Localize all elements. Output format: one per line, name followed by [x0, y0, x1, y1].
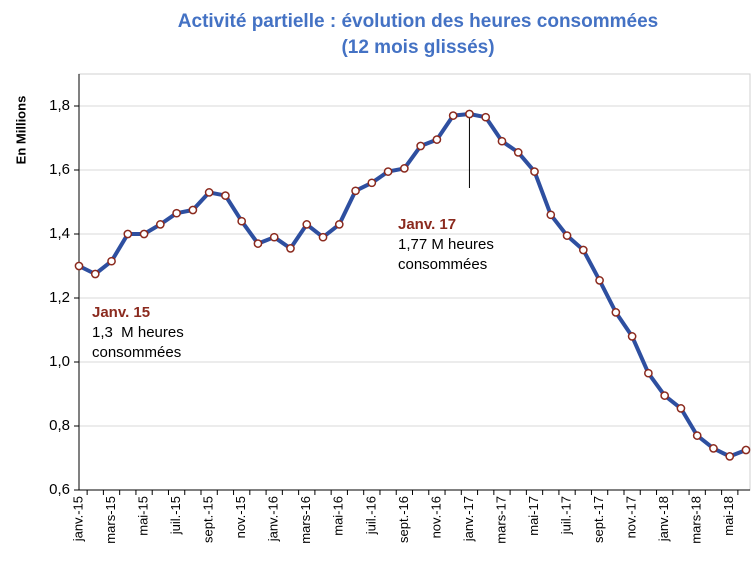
y-tick-label: 0,8 [49, 417, 70, 434]
marker [90, 269, 100, 279]
x-tick-label: janv.-17 [461, 496, 476, 542]
marker [432, 135, 442, 144]
marker [253, 239, 263, 248]
marker [725, 452, 735, 461]
marker [302, 220, 312, 229]
marker [383, 167, 393, 176]
marker [530, 167, 539, 176]
marker [155, 220, 165, 229]
x-tick-label: nov.-15 [233, 496, 248, 538]
x-tick-label: mai-16 [331, 496, 346, 536]
marker [562, 231, 572, 240]
y-tick-label: 1,0 [49, 353, 70, 370]
x-tick-label: juil.-17 [558, 496, 573, 535]
annotation-title: Janv. 17 [398, 216, 456, 233]
marker [481, 112, 491, 122]
marker [367, 178, 377, 188]
plot-frame [78, 73, 751, 491]
x-tick-label: mai-18 [721, 496, 736, 536]
marker [139, 229, 149, 239]
x-tick-label: janv.-18 [656, 496, 671, 542]
x-tick-label: juil.-16 [363, 496, 378, 535]
x-tick-label: janv.-15 [70, 496, 85, 542]
y-tick-label: 1,2 [49, 289, 70, 306]
annotation-text: 1,77 M heures [398, 236, 494, 253]
marker [188, 205, 198, 215]
y-tick-label: 1,6 [49, 161, 70, 178]
marker [497, 136, 507, 146]
marker [692, 431, 702, 440]
annotation-title: Janv. 15 [92, 304, 150, 321]
marker [416, 141, 425, 151]
marker [286, 244, 295, 253]
x-tick-label: sept.-15 [201, 496, 216, 543]
marker [611, 308, 621, 317]
marker [269, 232, 279, 242]
marker [123, 229, 133, 239]
chart-title: (12 mois glissés) [341, 37, 494, 58]
annotation-text: consommées [92, 344, 181, 361]
x-tick-label: janv.-16 [266, 496, 281, 542]
marker [709, 444, 718, 453]
annotation-text: 1,3 M heures [92, 324, 184, 341]
x-tick-label: nov.-17 [624, 496, 639, 538]
annotation-text: consommées [398, 256, 487, 273]
marker [351, 186, 360, 196]
marker [204, 188, 214, 197]
marker [660, 391, 670, 400]
marker [318, 232, 328, 242]
y-tick-label: 0,6 [49, 481, 70, 498]
chart-title: Activité partielle : évolution des heure… [178, 11, 658, 32]
x-tick-label: mars-16 [298, 496, 313, 544]
y-tick-label: 1,4 [49, 225, 70, 242]
x-tick-label: mai-15 [136, 496, 151, 536]
x-tick-label: mars-15 [103, 496, 118, 544]
marker [676, 404, 686, 413]
x-tick-label: nov.-16 [428, 496, 443, 538]
marker [221, 191, 230, 200]
marker [578, 245, 588, 255]
marker [172, 208, 181, 218]
marker [595, 276, 604, 285]
x-tick-label: mars-17 [493, 496, 508, 544]
marker [334, 220, 344, 229]
marker [237, 216, 247, 226]
marker [465, 109, 474, 119]
marker [107, 256, 116, 266]
marker [627, 332, 637, 341]
marker [546, 210, 556, 220]
marker [741, 445, 751, 455]
x-tick-label: mai-17 [526, 496, 541, 536]
x-tick-label: sept.-17 [591, 496, 606, 543]
y-tick-label: 1,8 [49, 97, 70, 114]
marker [74, 261, 84, 271]
x-tick-label: juil.-15 [168, 496, 183, 535]
y-axis-label: En Millions [13, 96, 28, 165]
x-tick-label: sept.-16 [396, 496, 411, 543]
marker [513, 148, 523, 157]
marker [400, 164, 409, 173]
marker [448, 111, 458, 120]
line [78, 112, 747, 459]
x-tick-label: mars-18 [689, 496, 704, 544]
marker [644, 368, 653, 378]
